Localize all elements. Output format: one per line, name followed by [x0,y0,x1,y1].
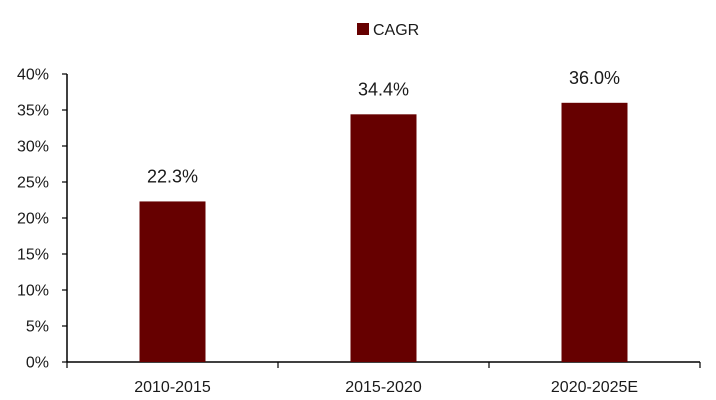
x-tick-label: 2020-2025E [551,379,638,396]
data-labels: 22.3% 34.4% 36.0% [147,68,620,187]
y-tick-label: 5% [26,319,49,336]
y-tick-label: 20% [17,211,49,228]
bar [139,201,206,362]
bar [350,114,417,362]
y-tick-label: 0% [26,355,49,372]
legend: CAGR [357,22,419,39]
y-tick-label: 40% [17,67,49,84]
y-tick-label: 35% [17,103,49,120]
bar-value-label: 36.0% [569,68,620,88]
y-tick-label: 30% [17,139,49,156]
legend-label-cagr: CAGR [373,22,419,39]
y-tick-label: 25% [17,175,49,192]
x-tick-label: 2010-2015 [134,379,211,396]
y-tick-label: 10% [17,283,49,300]
y-tick-label: 15% [17,247,49,264]
x-axis: 2010-2015 2015-2020 2020-2025E [66,361,701,396]
bars [139,102,628,363]
legend-swatch-cagr [357,23,369,35]
y-axis: 0% 5% 10% 15% 20% 25% 30% 35% 40% [17,67,68,372]
x-tick-label: 2015-2020 [345,379,422,396]
bar-value-label: 22.3% [147,166,198,186]
bar [561,102,628,363]
bar-value-label: 34.4% [358,79,409,99]
